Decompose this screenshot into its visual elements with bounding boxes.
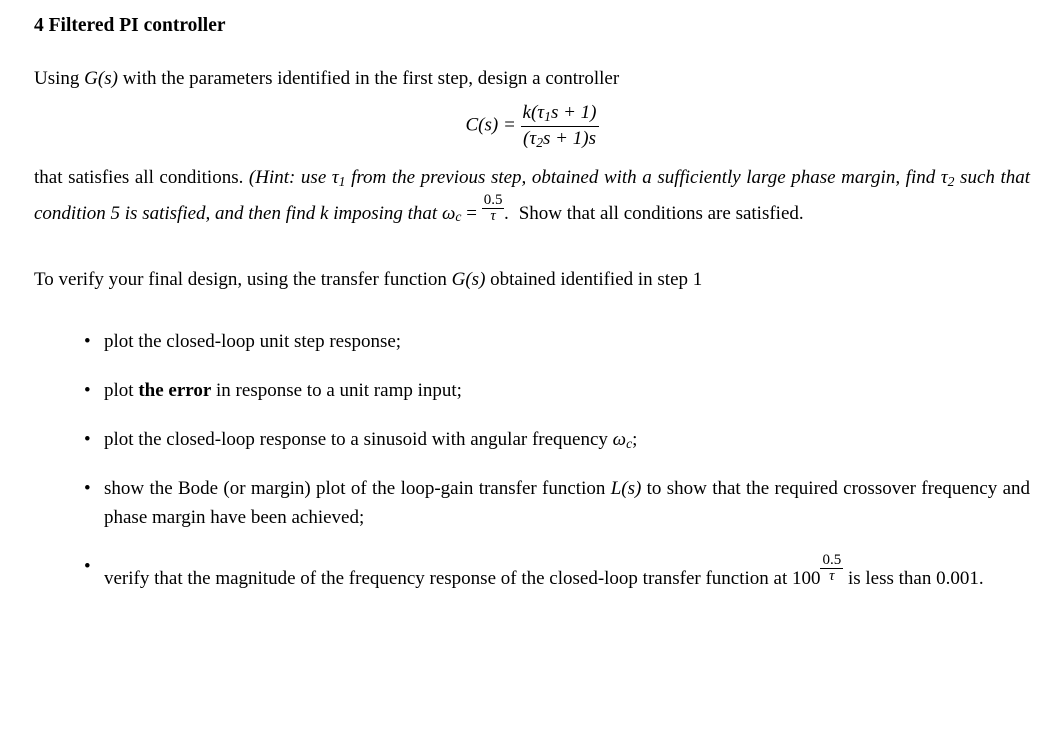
sub: 1 — [544, 109, 551, 124]
math-Gs: G(s) — [452, 269, 486, 290]
eq-lhs: C(s) = — [465, 115, 520, 136]
text: Show that all conditions are satisfied. — [519, 202, 804, 223]
text: is less than 0.001. — [843, 567, 983, 588]
math-Ls: L(s) — [611, 478, 642, 499]
text: plot the closed-loop response to a sinus… — [104, 429, 613, 450]
section-number: 4 — [34, 15, 44, 36]
sub: c — [626, 436, 632, 451]
num: 0.5 — [820, 553, 843, 569]
den: τ — [820, 568, 843, 585]
text: verify that the magnitude of the frequen… — [104, 567, 792, 588]
text: To verify your final design, using the t… — [34, 269, 452, 290]
text: ; — [632, 429, 637, 450]
text: that satisfies all conditions. — [34, 167, 249, 188]
num: 0.5 — [482, 193, 505, 209]
text: with the parameters identified in the fi… — [118, 68, 619, 89]
hint-open: (Hint: use — [249, 167, 332, 188]
sub: 2 — [948, 174, 955, 189]
text: obtained identified in step 1 — [485, 269, 702, 290]
math-Gs: G(s) — [84, 68, 118, 89]
task-item-ramp-error: plot the error in response to a unit ram… — [84, 377, 1030, 406]
task-list: plot the closed-loop unit step response;… — [34, 328, 1030, 593]
text: s + 1) — [551, 102, 597, 123]
text: k( — [523, 102, 538, 123]
task-item-step-response: plot the closed-loop unit step response; — [84, 328, 1030, 357]
task-item-magnitude: verify that the magnitude of the frequen… — [84, 553, 1030, 594]
task-item-sinusoid: plot the closed-loop response to a sinus… — [84, 426, 1030, 455]
exponent-frac: 0.5τ — [820, 565, 843, 582]
hundred: 100 — [792, 567, 821, 588]
tau2: τ — [941, 167, 948, 188]
text: in response to a unit ramp input; — [211, 380, 462, 401]
verify-paragraph: To verify your final design, using the t… — [34, 268, 1030, 292]
sub: 1 — [339, 174, 346, 189]
text: show the Bode (or margin) plot of the lo… — [104, 478, 611, 499]
text: plot the closed-loop unit step response; — [104, 331, 401, 352]
den: τ — [482, 208, 505, 225]
omega-frac: 0.5τ — [482, 193, 505, 226]
intro-paragraph: Using G(s) with the parameters identifie… — [34, 67, 1030, 91]
omega: ω — [442, 202, 455, 223]
eq-fraction: k(τ1s + 1) (τ2s + 1)s — [521, 101, 599, 151]
sub: 2 — [536, 135, 543, 150]
conditions-paragraph: that satisfies all conditions. (Hint: us… — [34, 163, 1030, 228]
section-title: Filtered PI controller — [49, 15, 226, 36]
omega: ω — [613, 429, 626, 450]
text: plot — [104, 380, 138, 401]
sub: c — [455, 209, 461, 224]
text: s + 1)s — [543, 128, 596, 149]
bold: the error — [138, 380, 211, 401]
text: Using — [34, 68, 84, 89]
text: . — [504, 202, 514, 223]
tau1: τ — [332, 167, 339, 188]
controller-equation: C(s) = k(τ1s + 1) (τ2s + 1)s — [34, 101, 1030, 151]
section-heading: 4 Filtered PI controller — [34, 14, 1030, 39]
text: from the previous step, obtained with a … — [346, 167, 941, 188]
task-item-bode: show the Bode (or margin) plot of the lo… — [84, 475, 1030, 533]
eq: = — [461, 202, 481, 223]
